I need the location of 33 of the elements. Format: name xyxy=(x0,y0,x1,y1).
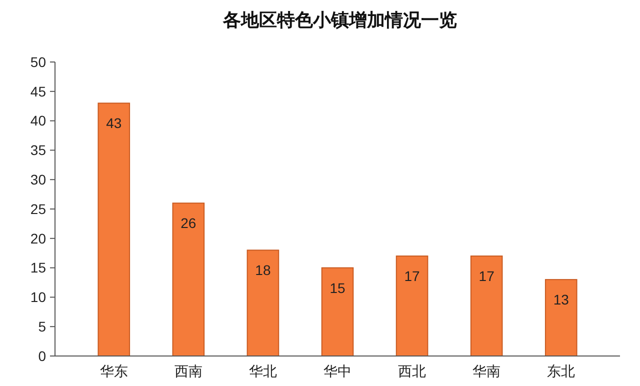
chart-title: 各地区特色小镇增加情况一览 xyxy=(222,10,457,30)
data-label: 17 xyxy=(478,268,495,284)
x-tick-label: 西北 xyxy=(398,363,426,379)
bar xyxy=(321,267,354,356)
y-tick-label: 35 xyxy=(30,142,46,158)
y-tick-label: 15 xyxy=(30,260,46,276)
data-label: 43 xyxy=(106,115,122,132)
x-tick-label: 华南 xyxy=(472,363,501,379)
y-tick-label: 5 xyxy=(38,318,46,334)
data-label: 13 xyxy=(553,292,570,308)
y-tick-label: 50 xyxy=(30,54,46,70)
data-label: 17 xyxy=(404,268,420,284)
y-tick-label: 25 xyxy=(30,200,46,217)
bar xyxy=(544,279,578,356)
x-tick-label: 华中 xyxy=(324,363,352,379)
y-tick-label: 30 xyxy=(30,172,46,188)
x-tick-label: 华北 xyxy=(248,363,277,379)
y-tick-label: 40 xyxy=(30,112,46,129)
x-tick-label: 东北 xyxy=(547,363,576,379)
y-tick-label: 45 xyxy=(30,83,46,100)
y-tick-label: 10 xyxy=(30,289,46,306)
bar xyxy=(98,102,130,356)
bar xyxy=(470,256,503,356)
y-tick-label: 0 xyxy=(38,348,46,364)
y-tick-label: 20 xyxy=(30,230,46,246)
x-tick-label: 西南 xyxy=(174,363,202,379)
bar xyxy=(246,250,280,356)
data-label: 18 xyxy=(255,262,271,278)
data-label: 26 xyxy=(180,215,196,232)
x-tick-label: 华东 xyxy=(100,363,128,379)
data-label: 15 xyxy=(330,280,346,296)
bar xyxy=(172,202,205,356)
bar xyxy=(396,256,428,356)
